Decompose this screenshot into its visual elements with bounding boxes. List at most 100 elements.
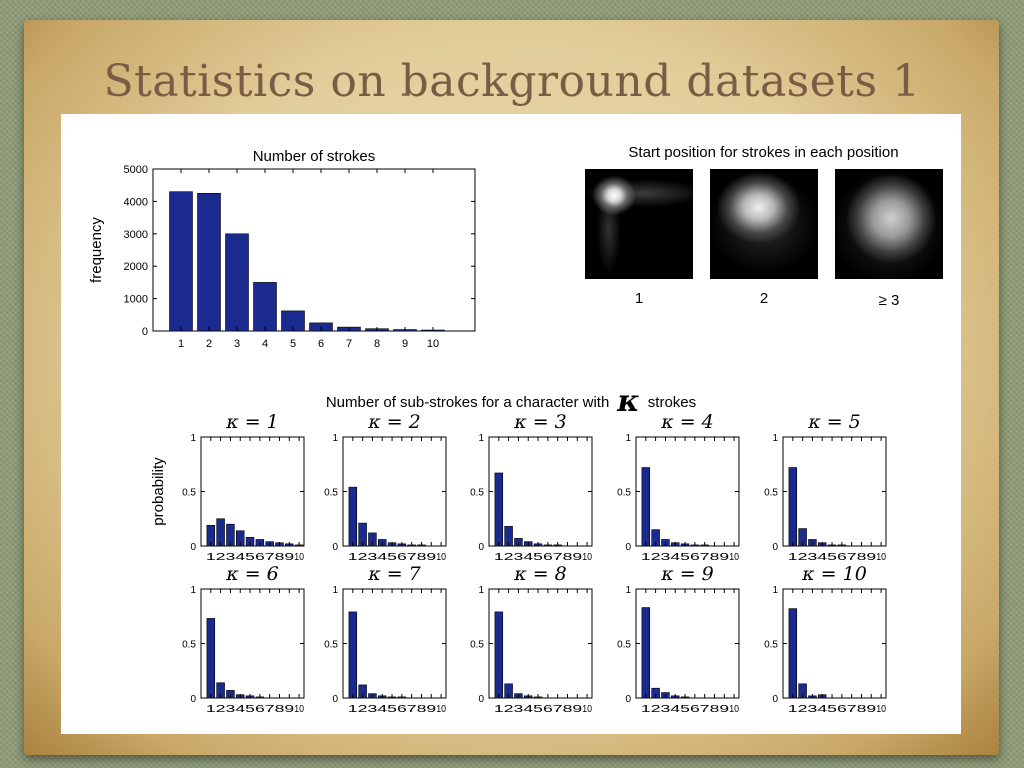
x-tick-label: 5 <box>245 552 256 563</box>
y-tick-label: 0 <box>478 694 484 705</box>
y-tick-label: 0.5 <box>764 488 778 499</box>
x-tick-label: 7 <box>407 704 418 715</box>
x-tick-label: 10 <box>729 704 739 715</box>
x-tick-label: 6 <box>690 704 701 715</box>
x-tick-label: 9 <box>866 704 877 715</box>
kappa-symbol: κ <box>617 384 640 419</box>
x-tick-label: 9 <box>284 704 295 715</box>
x-tick-label: 9 <box>719 552 730 563</box>
x-tick-label: 4 <box>262 338 268 350</box>
slide-title: Statistics on background datasets 1 <box>103 56 921 107</box>
x-tick-label: 2 <box>358 552 369 563</box>
x-tick-label: 8 <box>563 552 574 563</box>
x-tick-label: 6 <box>255 552 266 563</box>
x-tick-label: 6 <box>397 552 408 563</box>
chart-title: κ = 8 <box>513 563 567 585</box>
x-tick-label: 8 <box>275 704 286 715</box>
y-tick-label: 0.5 <box>764 640 778 651</box>
y-tick-label: 5000 <box>124 164 148 176</box>
chart-title: κ = 7 <box>367 563 421 585</box>
x-tick-label: 2 <box>216 552 227 563</box>
x-tick-label: 4 <box>670 704 681 715</box>
x-tick-label: 4 <box>523 552 534 563</box>
chart-title: κ = 2 <box>367 411 421 433</box>
chart-axes-box <box>200 588 305 699</box>
chart-title: κ = 10 <box>801 563 867 585</box>
x-tick-label: 4 <box>523 704 534 715</box>
y-tick-label: 0 <box>142 326 148 338</box>
x-tick-label: 1 <box>788 552 799 563</box>
chart-title: Number of strokes <box>253 148 376 165</box>
x-tick-label: 7 <box>265 704 276 715</box>
x-tick-label: 5 <box>680 552 691 563</box>
y-tick-label: 0 <box>332 542 338 553</box>
y-tick-label: 0 <box>625 542 631 553</box>
heatmap-label-3-plus: ≥ 3 <box>878 292 900 309</box>
x-tick-label: 3 <box>514 704 525 715</box>
y-tick-label: 0 <box>625 694 631 705</box>
chart-axes-box <box>782 588 887 699</box>
x-tick-label: 2 <box>504 704 515 715</box>
x-tick-label: 9 <box>719 704 730 715</box>
y-tick-label: 0.5 <box>324 488 338 499</box>
x-tick-label: 6 <box>543 704 554 715</box>
x-tick-label: 5 <box>290 338 296 350</box>
x-tick-label: 2 <box>798 704 809 715</box>
x-tick-label: 7 <box>847 704 858 715</box>
chart-title: κ = 9 <box>660 563 714 585</box>
x-tick-label: 1 <box>348 704 359 715</box>
substrokes-title-before: Number of sub-strokes for a character wi… <box>325 394 610 411</box>
chart-axes-box <box>342 588 447 699</box>
heatmap-stroke-3-plus <box>835 169 943 279</box>
y-tick-label: 0.5 <box>324 640 338 651</box>
bar <box>197 193 221 332</box>
x-tick-label: 3 <box>661 552 672 563</box>
y-tick-label: 0.5 <box>617 488 631 499</box>
x-tick-label: 2 <box>651 552 662 563</box>
x-tick-label: 1 <box>206 552 217 563</box>
x-tick-label: 8 <box>710 552 721 563</box>
x-tick-label: 7 <box>553 704 564 715</box>
y-tick-label: 0 <box>190 694 196 705</box>
x-tick-label: 1 <box>348 552 359 563</box>
y-tick-label: 1 <box>625 585 631 596</box>
x-tick-label: 2 <box>651 704 662 715</box>
y-tick-label: 1 <box>332 585 338 596</box>
heatmap-stroke-1 <box>585 169 693 279</box>
x-tick-label: 10 <box>427 338 439 350</box>
x-tick-label: 10 <box>294 704 304 715</box>
y-tick-label: 1 <box>772 585 778 596</box>
x-tick-label: 6 <box>255 704 266 715</box>
figure-panel: 0 1000 2000 3000 4000 5000 1 2 3 4 5 6 7 8 9 10 Number o… <box>61 114 961 734</box>
x-tick-label: 3 <box>226 552 237 563</box>
x-tick-label: 3 <box>661 704 672 715</box>
x-tick-label: 7 <box>346 338 352 350</box>
x-tick-label: 8 <box>710 704 721 715</box>
x-tick-label: 4 <box>235 704 246 715</box>
x-tick-label: 6 <box>837 704 848 715</box>
bar <box>253 282 277 332</box>
y-tick-label: 0.5 <box>182 488 196 499</box>
chart-axes-box <box>488 588 593 699</box>
x-tick-label: 9 <box>866 552 877 563</box>
x-tick-label: 1 <box>641 552 652 563</box>
bar <box>348 611 358 699</box>
x-tick-label: 7 <box>700 704 711 715</box>
y-tick-label: 1000 <box>124 294 148 306</box>
x-tick-label: 4 <box>377 552 388 563</box>
x-tick-label: 8 <box>857 552 868 563</box>
x-tick-label: 5 <box>827 704 838 715</box>
x-tick-label: 3 <box>808 704 819 715</box>
x-tick-label: 6 <box>837 552 848 563</box>
x-tick-label: 8 <box>275 552 286 563</box>
x-tick-label: 8 <box>417 552 428 563</box>
x-tick-label: 1 <box>641 704 652 715</box>
x-tick-label: 3 <box>226 704 237 715</box>
substrokes-suptitle: Number of sub-strokes for a character wi… <box>61 384 961 419</box>
y-tick-label: 1 <box>190 585 196 596</box>
x-tick-label: 2 <box>216 704 227 715</box>
x-tick-label: 9 <box>572 552 583 563</box>
x-tick-label: 2 <box>504 552 515 563</box>
x-tick-label: 4 <box>670 552 681 563</box>
